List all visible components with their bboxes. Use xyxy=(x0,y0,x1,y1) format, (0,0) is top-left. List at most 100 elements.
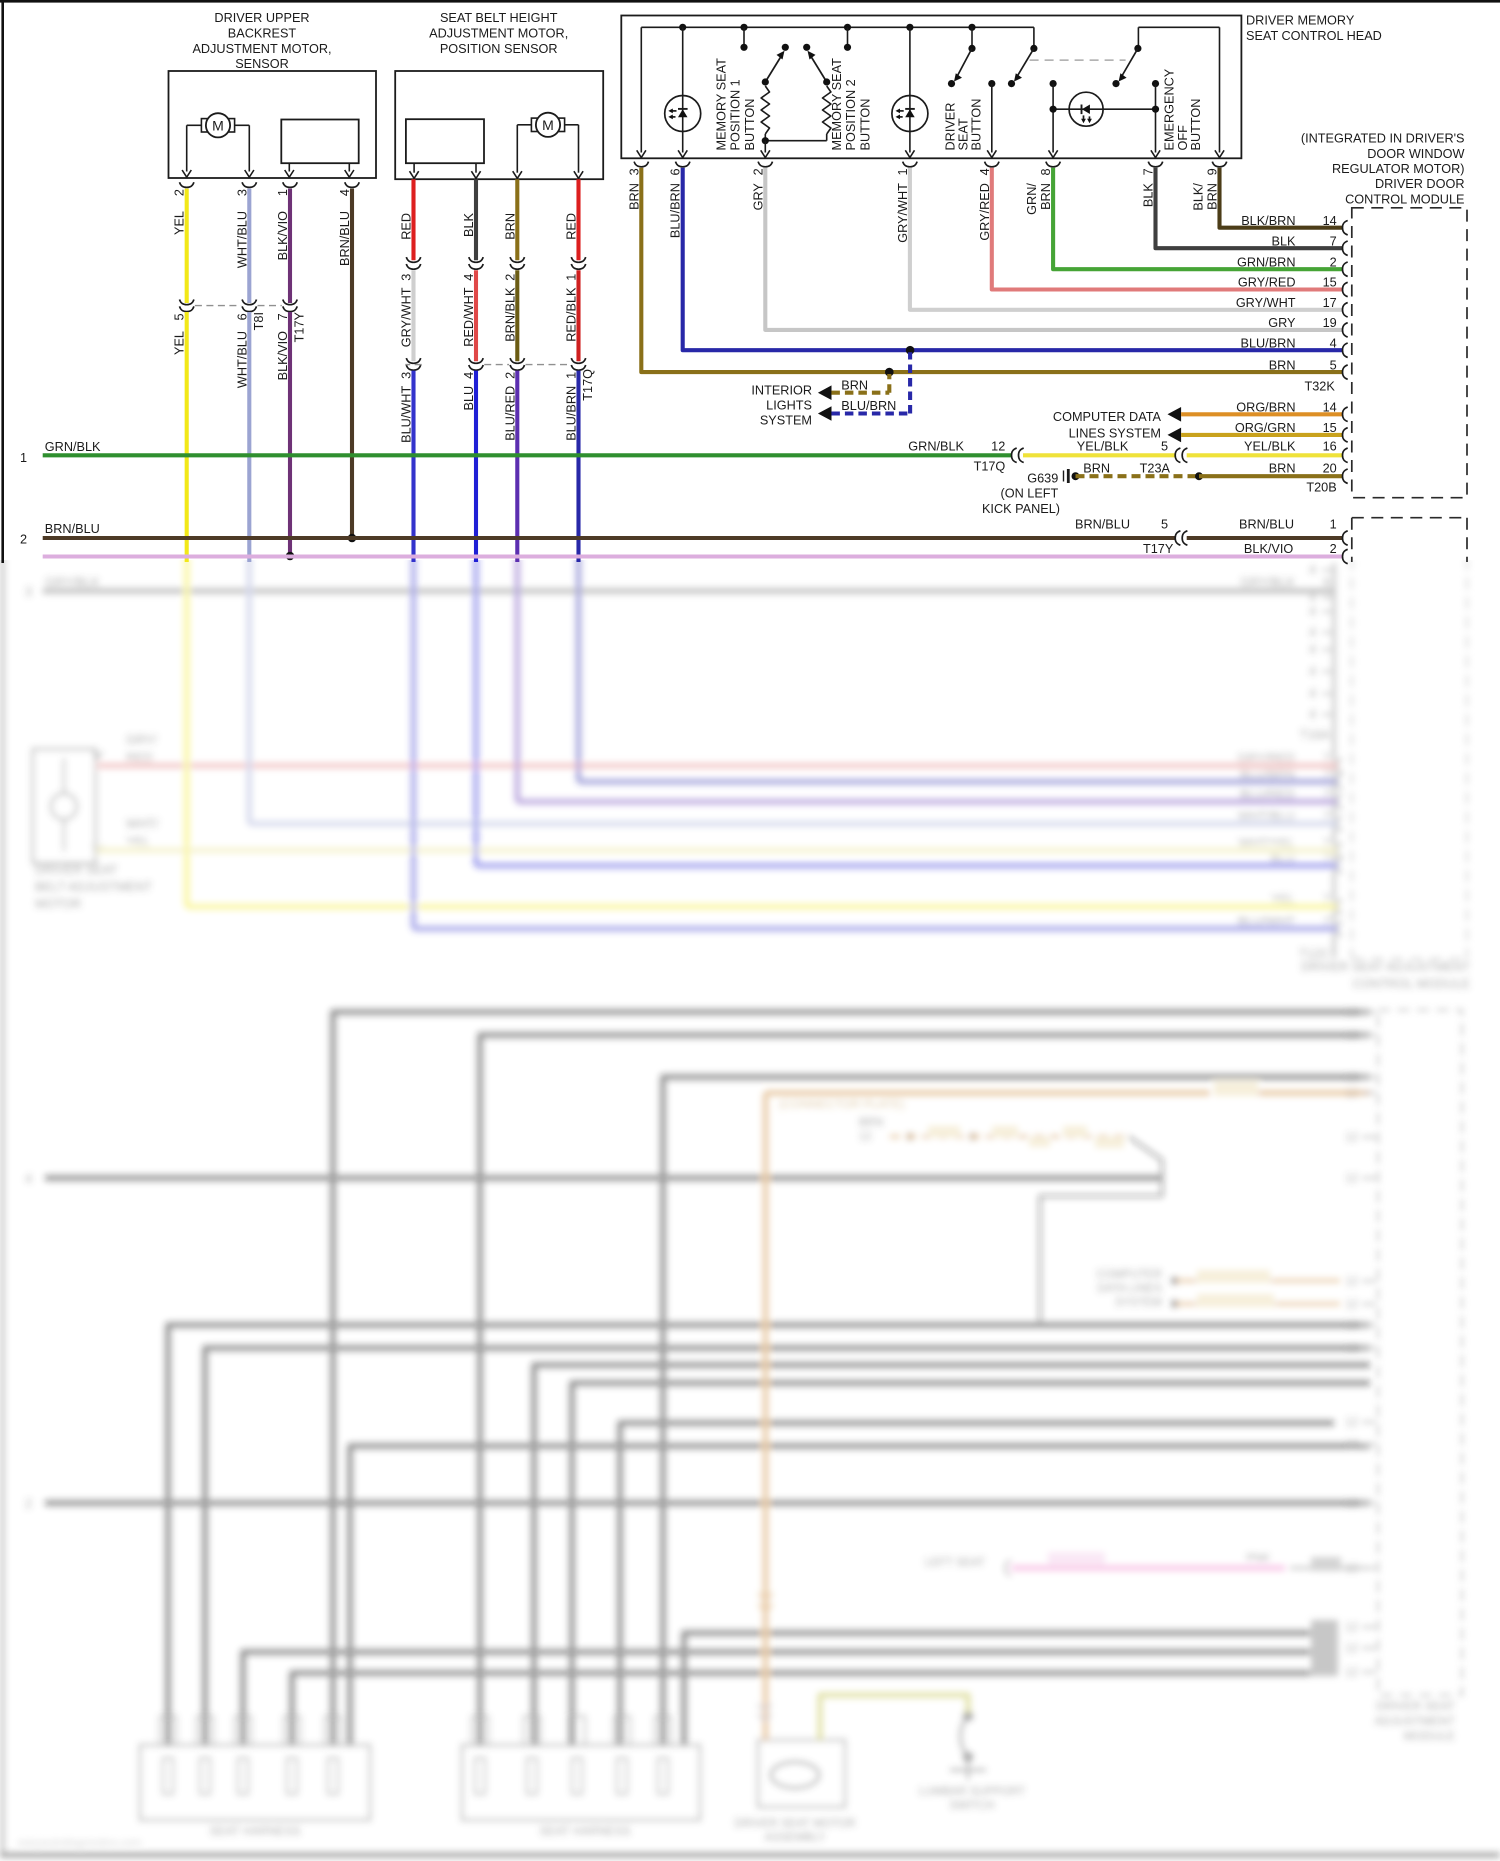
svg-text:ADJUSTMENT MOTOR,: ADJUSTMENT MOTOR, xyxy=(192,42,331,56)
svg-text:M: M xyxy=(542,117,554,133)
svg-text:BRN: BRN xyxy=(1269,461,1296,475)
svg-text:T17Y: T17Y xyxy=(1143,542,1174,556)
svg-text:YEL/BLK: YEL/BLK xyxy=(1077,440,1129,454)
svg-text:SEAT BELT HEIGHT: SEAT BELT HEIGHT xyxy=(440,11,558,25)
svg-text:BLK/VIO: BLK/VIO xyxy=(1244,542,1293,556)
svg-text:BLU/BRN: BLU/BRN xyxy=(565,386,579,441)
svg-text:BLK/VIO: BLK/VIO xyxy=(276,331,290,380)
svg-text:MEMORY SEAT: MEMORY SEAT xyxy=(715,58,729,151)
svg-text:T20B: T20B xyxy=(1306,481,1336,495)
svg-text:BUTTON: BUTTON xyxy=(1189,99,1203,151)
svg-text:T17Q: T17Q xyxy=(581,369,595,401)
svg-text:CONTROL MODULE: CONTROL MODULE xyxy=(1345,192,1464,206)
svg-text:2: 2 xyxy=(503,372,517,379)
svg-text:BLK: BLK xyxy=(462,212,476,237)
svg-text:YEL: YEL xyxy=(173,331,187,355)
svg-text:1: 1 xyxy=(1330,517,1337,531)
svg-text:SENSOR: SENSOR xyxy=(235,57,289,71)
svg-text:BRN/BLU: BRN/BLU xyxy=(1239,517,1294,531)
svg-text:GRY/WHT: GRY/WHT xyxy=(1236,296,1296,310)
svg-text:GRY/RED: GRY/RED xyxy=(1238,276,1296,290)
svg-text:20: 20 xyxy=(1323,461,1337,475)
svg-text:1: 1 xyxy=(565,372,579,379)
svg-text:SEAT: SEAT xyxy=(957,118,971,150)
svg-text:GRY: GRY xyxy=(1268,316,1296,330)
svg-text:DOOR WINDOW: DOOR WINDOW xyxy=(1367,147,1464,161)
svg-text:BRN: BRN xyxy=(1269,358,1296,372)
svg-text:WHT/BLU: WHT/BLU xyxy=(235,331,249,388)
svg-text:2: 2 xyxy=(173,189,187,196)
svg-text:M: M xyxy=(212,117,224,133)
svg-text:LINES SYSTEM: LINES SYSTEM xyxy=(1069,426,1161,440)
svg-text:GRY/WHT: GRY/WHT xyxy=(896,183,910,243)
svg-text:1: 1 xyxy=(20,451,27,465)
svg-text:BLK: BLK xyxy=(1142,183,1156,208)
svg-text:19: 19 xyxy=(1323,316,1337,330)
svg-text:15: 15 xyxy=(1323,276,1337,290)
svg-text:YEL: YEL xyxy=(173,211,187,235)
svg-text:BUTTON: BUTTON xyxy=(858,99,872,151)
svg-text:5: 5 xyxy=(173,313,187,320)
svg-text:BRN: BRN xyxy=(841,378,868,392)
svg-text:KICK PANEL): KICK PANEL) xyxy=(982,502,1060,516)
svg-text:2: 2 xyxy=(20,533,27,547)
svg-text:BLK/BRN: BLK/BRN xyxy=(1241,214,1295,228)
svg-text:7: 7 xyxy=(1330,234,1337,248)
svg-text:(INTEGRATED IN DRIVER'S: (INTEGRATED IN DRIVER'S xyxy=(1301,132,1465,146)
svg-text:BRN: BRN xyxy=(1039,183,1053,210)
svg-text:COMPUTER DATA: COMPUTER DATA xyxy=(1053,410,1162,424)
svg-text:BLK/: BLK/ xyxy=(1191,183,1205,211)
svg-text:DRIVER UPPER: DRIVER UPPER xyxy=(214,11,309,25)
svg-text:3: 3 xyxy=(235,189,249,196)
svg-text:5: 5 xyxy=(1161,517,1168,531)
svg-text:6: 6 xyxy=(235,313,249,320)
svg-text:3: 3 xyxy=(627,168,641,175)
svg-text:3: 3 xyxy=(400,274,414,281)
svg-text:RED: RED xyxy=(400,213,414,240)
svg-text:BLU/BRN: BLU/BRN xyxy=(669,183,683,238)
svg-text:BRN: BRN xyxy=(1206,183,1220,210)
svg-text:REGULATOR MOTOR): REGULATOR MOTOR) xyxy=(1332,162,1465,176)
svg-text:12: 12 xyxy=(991,440,1005,454)
svg-text:4: 4 xyxy=(978,168,992,175)
svg-text:RED: RED xyxy=(565,213,579,240)
svg-text:7: 7 xyxy=(276,313,290,320)
svg-text:POSITION 2: POSITION 2 xyxy=(844,79,858,150)
svg-text:T17Y: T17Y xyxy=(293,311,307,342)
svg-text:(ON LEFT: (ON LEFT xyxy=(1000,487,1058,501)
svg-text:INTERIOR: INTERIOR xyxy=(751,383,812,397)
svg-text:T23A: T23A xyxy=(1140,461,1171,475)
svg-text:8: 8 xyxy=(1039,168,1053,175)
svg-text:LIGHTS: LIGHTS xyxy=(766,399,812,413)
svg-text:2: 2 xyxy=(1330,542,1337,556)
svg-text:4: 4 xyxy=(1330,336,1337,350)
svg-text:7: 7 xyxy=(1142,168,1156,175)
svg-text:4: 4 xyxy=(462,372,476,379)
svg-text:BLU/WHT: BLU/WHT xyxy=(400,386,414,443)
svg-text:GRY/RED: GRY/RED xyxy=(978,183,992,241)
svg-text:2: 2 xyxy=(503,274,517,281)
svg-text:BLU/BRN: BLU/BRN xyxy=(1241,336,1296,350)
svg-text:17: 17 xyxy=(1323,296,1337,310)
svg-text:GRN/BRN: GRN/BRN xyxy=(1237,255,1296,269)
svg-text:1: 1 xyxy=(565,274,579,281)
svg-text:OFF: OFF xyxy=(1176,125,1190,151)
svg-text:T8I: T8I xyxy=(252,312,266,330)
svg-text:14: 14 xyxy=(1323,401,1337,415)
svg-text:BRN: BRN xyxy=(503,213,517,240)
svg-text:5: 5 xyxy=(1161,440,1168,454)
svg-text:16: 16 xyxy=(1323,440,1337,454)
svg-text:BRN/BLU: BRN/BLU xyxy=(1075,517,1130,531)
svg-text:6: 6 xyxy=(669,168,683,175)
svg-text:BACKREST: BACKREST xyxy=(228,26,297,40)
svg-text:EMERGENCY: EMERGENCY xyxy=(1163,68,1177,150)
svg-text:DRIVER: DRIVER xyxy=(943,103,957,151)
svg-text:ADJUSTMENT MOTOR,: ADJUSTMENT MOTOR, xyxy=(429,26,568,40)
svg-text:SEAT CONTROL HEAD: SEAT CONTROL HEAD xyxy=(1246,29,1382,43)
svg-text:GRN/: GRN/ xyxy=(1025,183,1039,215)
svg-text:GRN/BLK: GRN/BLK xyxy=(908,440,964,454)
svg-text:2: 2 xyxy=(751,168,765,175)
svg-text:ORG/GRN: ORG/GRN xyxy=(1235,421,1296,435)
svg-text:1: 1 xyxy=(276,189,290,196)
svg-text:GRN/BLK: GRN/BLK xyxy=(45,440,101,454)
